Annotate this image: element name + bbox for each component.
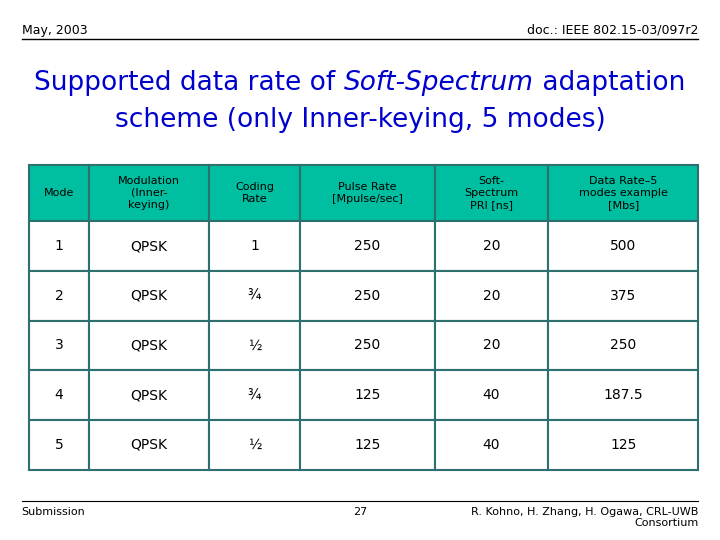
Text: QPSK: QPSK [130,289,168,303]
Text: 250: 250 [610,339,636,353]
Text: ½: ½ [248,438,261,452]
Text: Soft-Spectrum: Soft-Spectrum [344,70,534,96]
Text: 1: 1 [55,239,63,253]
Text: Data Rate–5
modes example
[Mbs]: Data Rate–5 modes example [Mbs] [579,176,667,210]
Text: 40: 40 [482,438,500,452]
Text: QPSK: QPSK [130,438,168,452]
Text: 1: 1 [250,239,259,253]
Text: Mode: Mode [44,188,74,198]
Text: QPSK: QPSK [130,239,168,253]
Text: 250: 250 [354,289,380,303]
Text: 125: 125 [354,438,381,452]
Text: 375: 375 [610,289,636,303]
Text: adaptation: adaptation [534,70,685,96]
Text: Soft-
Spectrum
PRI [ns]: Soft- Spectrum PRI [ns] [464,176,518,210]
Text: 40: 40 [482,388,500,402]
Text: 500: 500 [610,239,636,253]
Text: R. Kohno, H. Zhang, H. Ogawa, CRL-UWB
Consortium: R. Kohno, H. Zhang, H. Ogawa, CRL-UWB Co… [471,507,698,528]
Text: QPSK: QPSK [130,339,168,353]
Text: doc.: IEEE 802.15-03/097r2: doc.: IEEE 802.15-03/097r2 [527,24,698,37]
Text: 125: 125 [354,388,381,402]
Text: ¾: ¾ [248,388,261,402]
Text: 250: 250 [354,239,380,253]
Text: 187.5: 187.5 [603,388,643,402]
Text: 27: 27 [353,507,367,517]
Text: May, 2003: May, 2003 [22,24,87,37]
Text: 250: 250 [354,339,380,353]
Text: Coding
Rate: Coding Rate [235,182,274,204]
Text: Modulation
(Inner-
keying): Modulation (Inner- keying) [118,176,180,210]
Text: 20: 20 [482,339,500,353]
Text: 2: 2 [55,289,63,303]
Text: 125: 125 [610,438,636,452]
Text: QPSK: QPSK [130,388,168,402]
Text: ¾: ¾ [248,289,261,303]
Text: Submission: Submission [22,507,86,517]
Text: Pulse Rate
[Mpulse/sec]: Pulse Rate [Mpulse/sec] [332,182,402,204]
Text: scheme (only Inner-keying, 5 modes): scheme (only Inner-keying, 5 modes) [114,107,606,133]
Text: 4: 4 [55,388,63,402]
Text: ½: ½ [248,339,261,353]
Text: Supported data rate of: Supported data rate of [35,70,344,96]
Text: 3: 3 [55,339,63,353]
Text: 5: 5 [55,438,63,452]
Text: 20: 20 [482,239,500,253]
Text: 20: 20 [482,289,500,303]
